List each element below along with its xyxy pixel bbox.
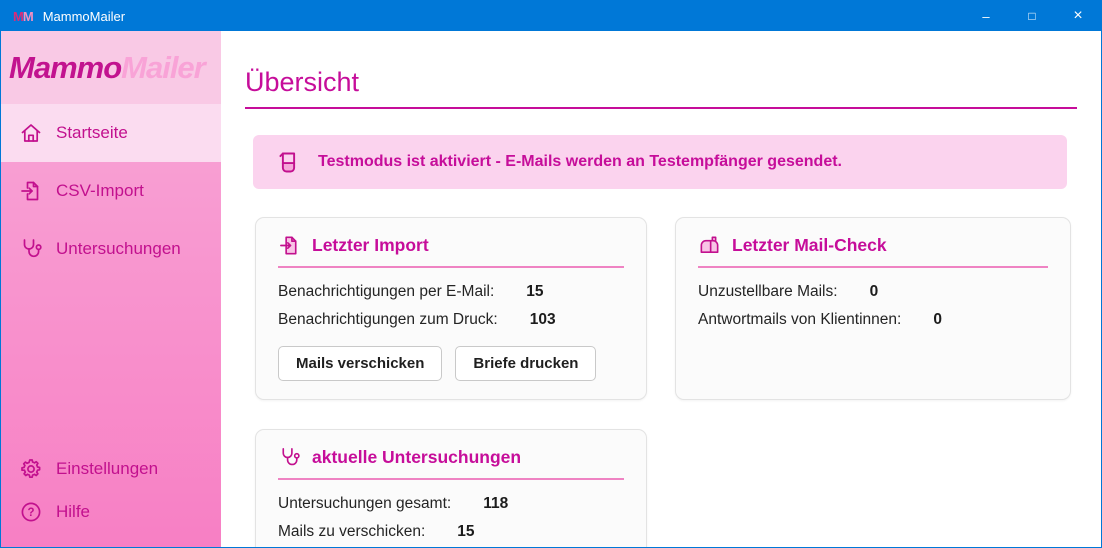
stat-label: Unzustellbare Mails: (698, 283, 838, 300)
import-icon (21, 181, 39, 201)
stat-value: 0 (933, 311, 942, 328)
app-logo: MammoMailer (9, 49, 206, 85)
card-header: Letzter Import (278, 234, 624, 268)
stat-value: 118 (483, 495, 509, 512)
card-title: aktuelle Untersuchungen (312, 447, 522, 467)
sidebar-item-hilfe[interactable]: ? Hilfe (1, 490, 221, 533)
test-beaker-icon (279, 152, 296, 172)
cards-grid: Letzter Import Benachrichtigungen per E-… (255, 217, 1077, 547)
sidebar-footer: Einstellungen ? Hilfe (1, 447, 221, 547)
stat-label: Untersuchungen gesamt: (278, 495, 452, 512)
window-title: MammoMailer (42, 8, 126, 24)
import-icon (280, 236, 297, 255)
stat-row: Benachrichtigungen zum Druck: 103 (278, 306, 624, 334)
stat-value: 15 (457, 523, 475, 540)
sidebar-item-label: Startseite (56, 123, 128, 142)
card-actions: Mails verschicken Briefe drucken (278, 346, 624, 381)
help-icon: ? (21, 502, 41, 521)
main-content: Übersicht Testmodus ist aktiviert - E-Ma… (221, 31, 1101, 547)
page-title: Übersicht (245, 67, 1077, 109)
card-title: Letzter Mail-Check (732, 235, 887, 255)
stat-row: Mails zu verschicken: 15 (278, 518, 624, 546)
card-letzter-mail-check: Letzter Mail-Check Unzustellbare Mails: … (675, 217, 1071, 400)
stat-row: Antwortmails von Klientinnen: 0 (698, 306, 1048, 334)
stat-label: Benachrichtigungen zum Druck: (278, 311, 498, 328)
card-letzter-import: Letzter Import Benachrichtigungen per E-… (255, 217, 647, 400)
gear-icon (21, 458, 41, 478)
stat-row: Benachrichtigungen per E-Mail: 15 (278, 278, 624, 306)
sidebar-item-startseite[interactable]: Startseite (1, 104, 221, 162)
app-body: MammoMailer Startseite CSV-Import (1, 31, 1101, 547)
stat-label: Benachrichtigungen per E-Mail: (278, 283, 495, 300)
minimize-button[interactable]: – (982, 8, 990, 24)
title-bar: MM MammoMailer – □ × (1, 1, 1101, 31)
svg-text:?: ? (27, 507, 34, 519)
stethoscope-icon (23, 239, 42, 258)
maximize-button[interactable]: □ (1028, 9, 1036, 23)
stat-value: 0 (869, 283, 879, 300)
sidebar-item-csv-import[interactable]: CSV-Import (1, 162, 221, 220)
alert-message: Testmodus ist aktiviert - E-Mails werden… (318, 153, 842, 170)
stat-value: 103 (529, 311, 556, 328)
sidebar-item-label: CSV-Import (56, 181, 144, 200)
sidebar: MammoMailer Startseite CSV-Import (1, 31, 221, 547)
card-title: Letzter Import (312, 235, 429, 255)
sidebar-logo: MammoMailer (1, 31, 221, 104)
stat-value: 15 (526, 283, 544, 300)
card-aktuelle-untersuchungen: aktuelle Untersuchungen Untersuchungen g… (255, 429, 647, 547)
testmode-alert: Testmodus ist aktiviert - E-Mails werden… (253, 135, 1067, 189)
stat-row: Unzustellbare Mails: 0 (698, 278, 1048, 306)
close-button[interactable]: × (1073, 7, 1083, 24)
sidebar-item-label: Untersuchungen (56, 239, 181, 258)
stat-row: PDFs zu drucken: 103 (278, 546, 624, 547)
stat-label: Antwortmails von Klientinnen: (698, 311, 902, 328)
card-header: aktuelle Untersuchungen (278, 446, 624, 480)
mailbox-icon (700, 236, 719, 254)
mails-verschicken-button[interactable]: Mails verschicken (278, 346, 443, 381)
sidebar-item-label: Einstellungen (56, 458, 159, 478)
app-logo-icon: MM (13, 8, 34, 24)
sidebar-item-einstellungen[interactable]: Einstellungen (1, 447, 221, 490)
stat-row: Untersuchungen gesamt: 118 (278, 490, 624, 518)
stethoscope-icon (282, 448, 300, 466)
briefe-drucken-button[interactable]: Briefe drucken (455, 346, 597, 381)
card-header: Letzter Mail-Check (698, 234, 1048, 268)
sidebar-item-label: Hilfe (56, 501, 91, 521)
home-icon (21, 124, 41, 142)
stat-label: Mails zu verschicken: (278, 523, 426, 540)
sidebar-item-untersuchungen[interactable]: Untersuchungen (1, 220, 221, 278)
